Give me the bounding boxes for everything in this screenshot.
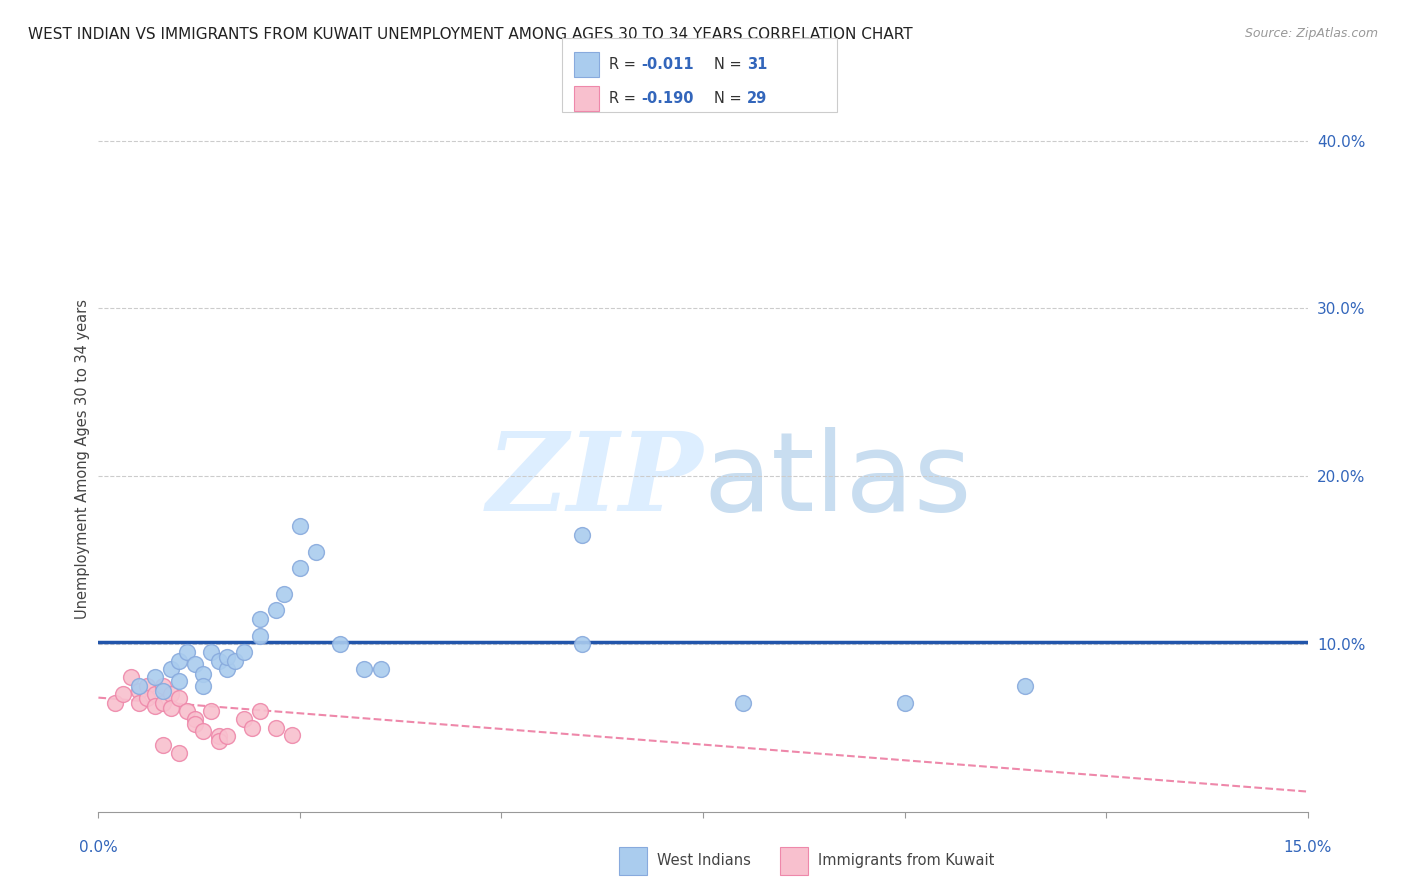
Point — [288, 561, 311, 575]
Point — [353, 662, 375, 676]
Point — [281, 727, 304, 741]
Point — [733, 696, 755, 710]
Text: N =: N = — [714, 91, 747, 106]
Text: 15.0%: 15.0% — [1284, 840, 1331, 855]
Point — [184, 657, 207, 671]
Text: West Indians: West Indians — [657, 854, 751, 868]
Point — [160, 700, 183, 714]
Point — [893, 696, 915, 710]
Point — [128, 679, 150, 693]
Text: N =: N = — [714, 57, 747, 72]
Point — [208, 654, 231, 668]
Point — [184, 717, 207, 731]
Point — [103, 696, 125, 710]
Point — [288, 519, 311, 533]
Point — [208, 729, 231, 743]
Point — [571, 637, 593, 651]
Point — [232, 645, 254, 659]
Text: R =: R = — [609, 57, 640, 72]
Point — [128, 684, 150, 698]
Point — [111, 687, 134, 701]
Point — [143, 687, 166, 701]
Point — [232, 713, 254, 727]
Point — [264, 603, 287, 617]
Text: 0.0%: 0.0% — [79, 840, 118, 855]
Point — [249, 612, 271, 626]
Point — [208, 734, 231, 748]
Point — [167, 690, 190, 705]
Text: R =: R = — [609, 91, 640, 106]
Point — [167, 654, 190, 668]
Text: Immigrants from Kuwait: Immigrants from Kuwait — [818, 854, 994, 868]
Point — [135, 679, 157, 693]
Point — [370, 662, 392, 676]
Point — [200, 704, 222, 718]
Point — [176, 645, 198, 659]
Text: WEST INDIAN VS IMMIGRANTS FROM KUWAIT UNEMPLOYMENT AMONG AGES 30 TO 34 YEARS COR: WEST INDIAN VS IMMIGRANTS FROM KUWAIT UN… — [28, 27, 912, 42]
Point — [264, 721, 287, 735]
Point — [120, 671, 142, 685]
Point — [135, 690, 157, 705]
Point — [160, 687, 183, 701]
Point — [1014, 679, 1036, 693]
Point — [160, 662, 183, 676]
Point — [193, 724, 215, 739]
Point — [217, 729, 239, 743]
Text: -0.011: -0.011 — [641, 57, 693, 72]
Point — [152, 738, 174, 752]
Point — [152, 684, 174, 698]
Point — [571, 528, 593, 542]
Point — [200, 645, 222, 659]
Text: Source: ZipAtlas.com: Source: ZipAtlas.com — [1244, 27, 1378, 40]
Point — [329, 637, 352, 651]
Y-axis label: Unemployment Among Ages 30 to 34 years: Unemployment Among Ages 30 to 34 years — [75, 300, 90, 619]
Point — [217, 662, 239, 676]
Text: atlas: atlas — [703, 427, 972, 534]
Text: 31: 31 — [747, 57, 766, 72]
Point — [273, 586, 295, 600]
Point — [152, 679, 174, 693]
Point — [249, 628, 271, 642]
Point — [249, 704, 271, 718]
Point — [128, 696, 150, 710]
Point — [193, 667, 215, 681]
Point — [167, 673, 190, 688]
Point — [143, 699, 166, 714]
Point — [217, 650, 239, 665]
Point — [224, 654, 246, 668]
Point — [176, 704, 198, 718]
Point — [240, 721, 263, 735]
Point — [152, 696, 174, 710]
Point — [193, 679, 215, 693]
Point — [184, 713, 207, 727]
Text: -0.190: -0.190 — [641, 91, 693, 106]
Point — [167, 746, 190, 760]
Point — [305, 544, 328, 558]
Text: 29: 29 — [747, 91, 766, 106]
Point — [143, 671, 166, 685]
Text: ZIP: ZIP — [486, 426, 703, 534]
